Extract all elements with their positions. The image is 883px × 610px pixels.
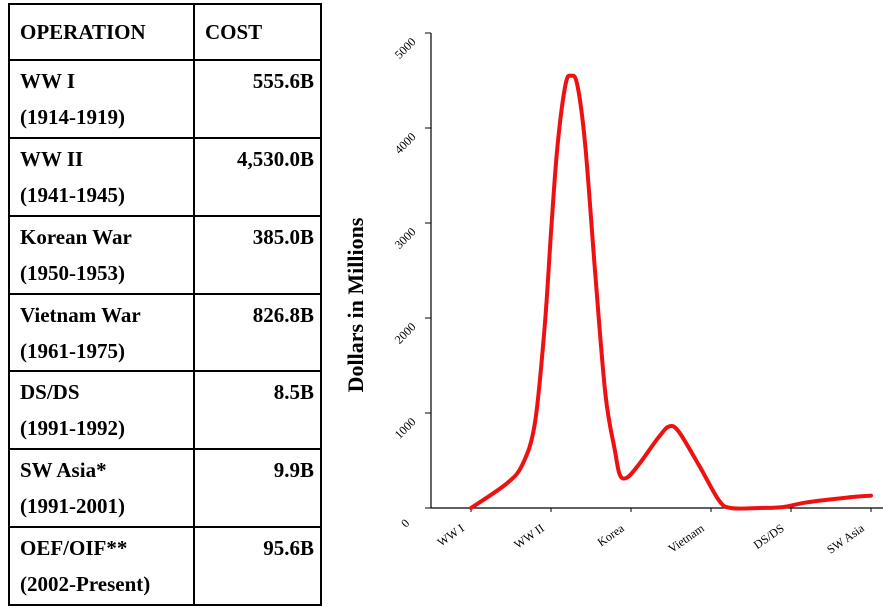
x-tick-label: Korea [595,521,628,550]
table-row: Vietnam War (1961-1975) 826.8B [8,292,322,373]
table-row: WW I (1914-1919) 555.6B [8,59,322,139]
operation-cost: 95.6B [193,526,322,606]
x-tick-label: Vietnam [665,521,707,556]
cost-table: OPERATION COST WW I (1914-1919) 555.6B WW I… [8,3,322,606]
operation-years: (1950-1953) [20,260,125,285]
operation-cell: SW Asia* (1991-2001) [8,448,195,529]
table-header-row: OPERATION COST [8,3,322,61]
operation-name: DS/DS [20,380,80,405]
operation-name: WW I [20,69,76,93]
operation-cost: 555.6B [193,59,322,139]
y-tick-label: 3000 [392,225,419,252]
x-tick-label: WW II [511,521,546,552]
table-row: OEF/OIF** (2002-Present) 95.6B [8,526,322,606]
operation-name: WW II [20,146,84,171]
operation-cost: 385.0B [193,214,322,295]
header-operation: OPERATION [8,3,195,61]
operation-cell: WW II (1941-1945) [8,136,195,217]
table-row: SW Asia* (1991-2001) 9.9B [8,448,322,529]
operation-years: (1991-1992) [20,416,125,441]
cost-series-line [469,73,873,511]
operation-years: (1914-1919) [20,105,125,129]
operation-years: (1961-1975) [20,338,125,363]
operation-name: SW Asia* [20,458,107,483]
cost-chart: 0 1000 2000 3000 4000 5000 WW I WW II Korea Vietn… [343,32,883,557]
operation-cell: DS/DS (1991-1992) [8,370,195,451]
operation-name: Korean War [20,224,132,249]
operation-cell: Vietnam War (1961-1975) [8,292,195,373]
operation-name: Vietnam War [20,302,141,327]
y-tick-label: 2000 [392,320,419,347]
operation-years: (2002-Present) [20,572,151,597]
table-row: DS/DS (1991-1992) 8.5B [8,370,322,451]
operation-cost: 9.9B [193,448,322,529]
operation-cell: WW I (1914-1919) [8,59,195,139]
y-tick-label: 4000 [392,130,419,157]
operation-years: (1941-1945) [20,182,125,207]
y-tick-label: 0 [398,516,412,530]
operation-name: OEF/OIF** [20,536,128,561]
y-tick-label: 1000 [392,415,419,442]
header-cost: COST [193,3,322,61]
operation-cost: 8.5B [193,370,322,451]
table-row: Korean War (1950-1953) 385.0B [8,214,322,295]
operation-cell: OEF/OIF** (2002-Present) [8,526,195,606]
operation-cost: 826.8B [193,292,322,373]
x-tick-label: SW Asia [824,521,867,557]
operation-cell: Korean War (1950-1953) [8,214,195,295]
x-tick-label: DS/DS [751,521,787,552]
table-row: WW II (1941-1945) 4,530.0B [8,136,322,217]
x-tick-label: WW I [435,521,467,549]
operation-years: (1991-2001) [20,494,125,519]
operation-cost: 4,530.0B [193,136,322,217]
y-tick-label: 5000 [392,35,419,62]
y-axis-label: Dollars in Millions [343,217,368,392]
